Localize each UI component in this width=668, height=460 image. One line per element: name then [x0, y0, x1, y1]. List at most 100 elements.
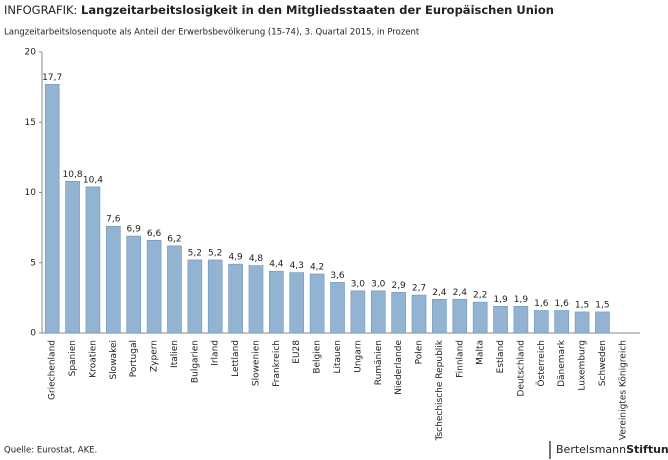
x-tick-label: Bulgarien — [190, 340, 200, 383]
bar — [595, 311, 610, 334]
value-label: 6,2 — [167, 234, 181, 244]
bar — [146, 239, 162, 334]
bar — [330, 282, 345, 334]
chart-title-group: INFOGRAFIK: Langzeitarbeitslosigkeit in … — [4, 3, 554, 17]
bar — [472, 301, 488, 334]
y-tick-label: 5 — [30, 258, 36, 268]
x-tick-label: Deutschland — [516, 340, 526, 396]
x-tick-label: Italien — [170, 340, 180, 368]
value-label: 10,8 — [63, 170, 83, 180]
x-tick-label: Dänemark — [557, 339, 567, 387]
bar — [44, 84, 60, 334]
x-tick-label: Tschechische Republik — [435, 339, 445, 441]
x-tick-label: EU28 — [292, 340, 302, 364]
x-tick-label: Luxemburg — [578, 340, 588, 391]
y-tick-label: 15 — [25, 118, 36, 128]
value-label: 1,5 — [595, 300, 609, 310]
x-tick-label: Slowakei — [109, 340, 119, 380]
y-tick-label: 10 — [25, 188, 37, 198]
value-label: 6,6 — [147, 229, 162, 239]
bar — [207, 259, 223, 334]
value-label: 1,6 — [534, 299, 549, 309]
x-tick-label: Belgien — [313, 340, 323, 374]
bar — [85, 186, 101, 334]
value-label: 1,9 — [514, 295, 529, 305]
chart-kicker: INFOGRAFIK: — [4, 3, 77, 17]
x-tick-label: Ungarn — [353, 340, 363, 373]
value-label: 4,2 — [310, 262, 324, 272]
bar — [167, 245, 182, 334]
x-tick-label: Kroatien — [88, 340, 98, 378]
bar — [574, 311, 590, 334]
logo-part: Bertelsmann — [556, 443, 626, 456]
value-label: 5,2 — [188, 248, 202, 258]
value-label: 3,0 — [371, 279, 386, 289]
x-tick-label: Vereinigtes Königreich — [618, 340, 628, 440]
x-tick-label: Rumänien — [374, 340, 384, 385]
chart-title: Langzeitarbeitslosigkeit in den Mitglied… — [81, 3, 554, 17]
bar — [350, 290, 366, 334]
bar — [554, 310, 569, 334]
x-tick-label: Portugal — [129, 340, 139, 377]
bar — [513, 306, 529, 334]
bar — [309, 273, 325, 334]
bar — [269, 270, 284, 334]
value-label: 6,9 — [127, 225, 142, 235]
y-tick-label: 0 — [30, 329, 36, 339]
chart-subtitle: Langzeitarbeitslosenquote als Anteil der… — [4, 28, 420, 38]
value-label: 1,6 — [555, 299, 570, 309]
x-tick-label: Niederlande — [394, 340, 404, 395]
x-tick-label: Schweden — [598, 340, 608, 386]
x-tick-label: Griechenland — [48, 340, 58, 400]
value-label: 4,8 — [249, 254, 264, 264]
bar — [533, 310, 549, 334]
x-tick-label: Polen — [415, 340, 425, 364]
value-label: 7,6 — [106, 215, 121, 225]
x-tick-label: Finnland — [455, 340, 465, 378]
bar — [411, 294, 427, 334]
x-tick-label: Spanien — [68, 340, 78, 376]
x-tick-label: Irland — [211, 340, 221, 366]
bar — [126, 235, 142, 334]
bar — [228, 263, 243, 334]
bar — [65, 180, 80, 334]
value-label: 3,6 — [330, 271, 345, 281]
value-label: 2,2 — [473, 291, 487, 301]
bar — [432, 298, 447, 334]
value-label: 10,4 — [83, 175, 103, 185]
value-label: 2,4 — [453, 288, 468, 298]
x-tick-label: Litauen — [333, 340, 343, 374]
x-tick-label: Österreich — [536, 340, 547, 387]
x-tick-label: Slowenien — [251, 340, 261, 386]
value-label: 4,3 — [290, 261, 304, 271]
value-label: 1,9 — [493, 295, 508, 305]
value-label: 2,4 — [432, 288, 447, 298]
bar — [452, 298, 468, 334]
logo-part: Stiftung — [626, 443, 668, 456]
value-label: 2,7 — [412, 284, 426, 294]
y-tick-label: 20 — [25, 48, 37, 58]
bar — [187, 259, 203, 334]
bar — [289, 272, 305, 334]
value-label: 4,9 — [228, 253, 243, 263]
source: Quelle: Eurostat, AKE. — [4, 446, 97, 456]
x-tick-label: Frankreich — [272, 340, 282, 387]
logo: BertelsmannStiftung — [556, 443, 668, 456]
value-label: 4,4 — [269, 260, 284, 270]
bar — [493, 306, 508, 334]
bar — [106, 225, 121, 334]
x-tick-label: Lettland — [231, 340, 241, 377]
value-label: 2,9 — [391, 281, 406, 291]
bar — [370, 290, 386, 334]
x-tick-label: Malta — [476, 340, 486, 365]
value-label: 17,7 — [42, 73, 62, 83]
value-label: 1,5 — [575, 300, 589, 310]
bar — [248, 265, 264, 334]
x-tick-label: Zypern — [150, 340, 160, 372]
x-tick-label: Estland — [496, 340, 506, 373]
value-label: 5,2 — [208, 248, 222, 258]
value-label: 3,0 — [351, 279, 366, 289]
bar — [391, 291, 406, 334]
